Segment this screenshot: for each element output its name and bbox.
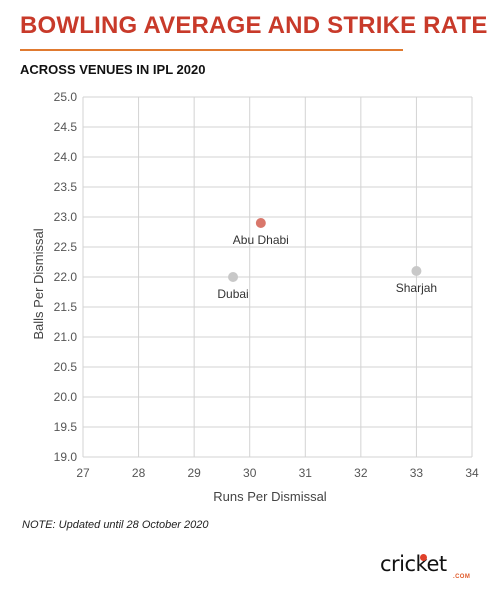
chart-title: BOWLING AVERAGE AND STRIKE RATE	[20, 12, 488, 39]
data-point-label: Sharjah	[396, 281, 437, 295]
title-underline	[20, 49, 403, 51]
data-point	[411, 266, 422, 276]
x-axis-ticks: 27 28 29 30 31 32 33 34	[76, 466, 479, 480]
chart-subtitle: ACROSS VENUES IN IPL 2020	[20, 62, 206, 77]
y-tick-label: 20.5	[54, 360, 78, 374]
y-tick-label: 24.5	[54, 120, 78, 134]
y-tick-label: 23.5	[54, 180, 78, 194]
y-tick-label: 21.5	[54, 300, 78, 314]
y-tick-label: 25.0	[54, 90, 78, 104]
y-tick-label: 24.0	[54, 150, 78, 164]
data-point-label: Dubai	[217, 287, 248, 301]
y-tick-label: 21.0	[54, 330, 78, 344]
x-axis-label: Runs Per Dismissal	[213, 489, 327, 504]
y-axis-ticks: 19.0 19.5 20.0 20.5 21.0 21.5 22.0 22.5 23.0 23.5…	[54, 90, 78, 464]
grid	[82, 96, 473, 458]
logo-wordmark: cricket	[380, 552, 447, 576]
y-tick-label: 19.0	[54, 450, 78, 464]
data-points: Abu Dhabi Dubai Sharjah	[217, 218, 437, 301]
x-tick-label: 30	[243, 466, 257, 480]
logo-suffix: .COM	[453, 574, 471, 580]
y-tick-label: 19.5	[54, 420, 78, 434]
x-tick-label: 31	[299, 466, 313, 480]
logo-dot-icon	[420, 554, 427, 561]
x-tick-label: 29	[187, 466, 201, 480]
cricket-com-logo: cricket .COM	[380, 552, 480, 586]
x-tick-label: 32	[354, 466, 368, 480]
y-tick-label: 23.0	[54, 210, 78, 224]
y-tick-label: 20.0	[54, 390, 78, 404]
y-tick-label: 22.5	[54, 240, 78, 254]
data-point-label: Abu Dhabi	[233, 233, 289, 247]
x-tick-label: 34	[465, 466, 479, 480]
x-tick-label: 27	[76, 466, 90, 480]
data-point	[255, 218, 266, 228]
footnote: NOTE: Updated until 28 October 2020	[22, 519, 209, 531]
data-point	[228, 272, 239, 282]
x-tick-label: 28	[132, 466, 146, 480]
y-axis-label: Balls Per Dismissal	[31, 228, 46, 339]
y-tick-label: 22.0	[54, 270, 78, 284]
x-tick-label: 33	[410, 466, 424, 480]
